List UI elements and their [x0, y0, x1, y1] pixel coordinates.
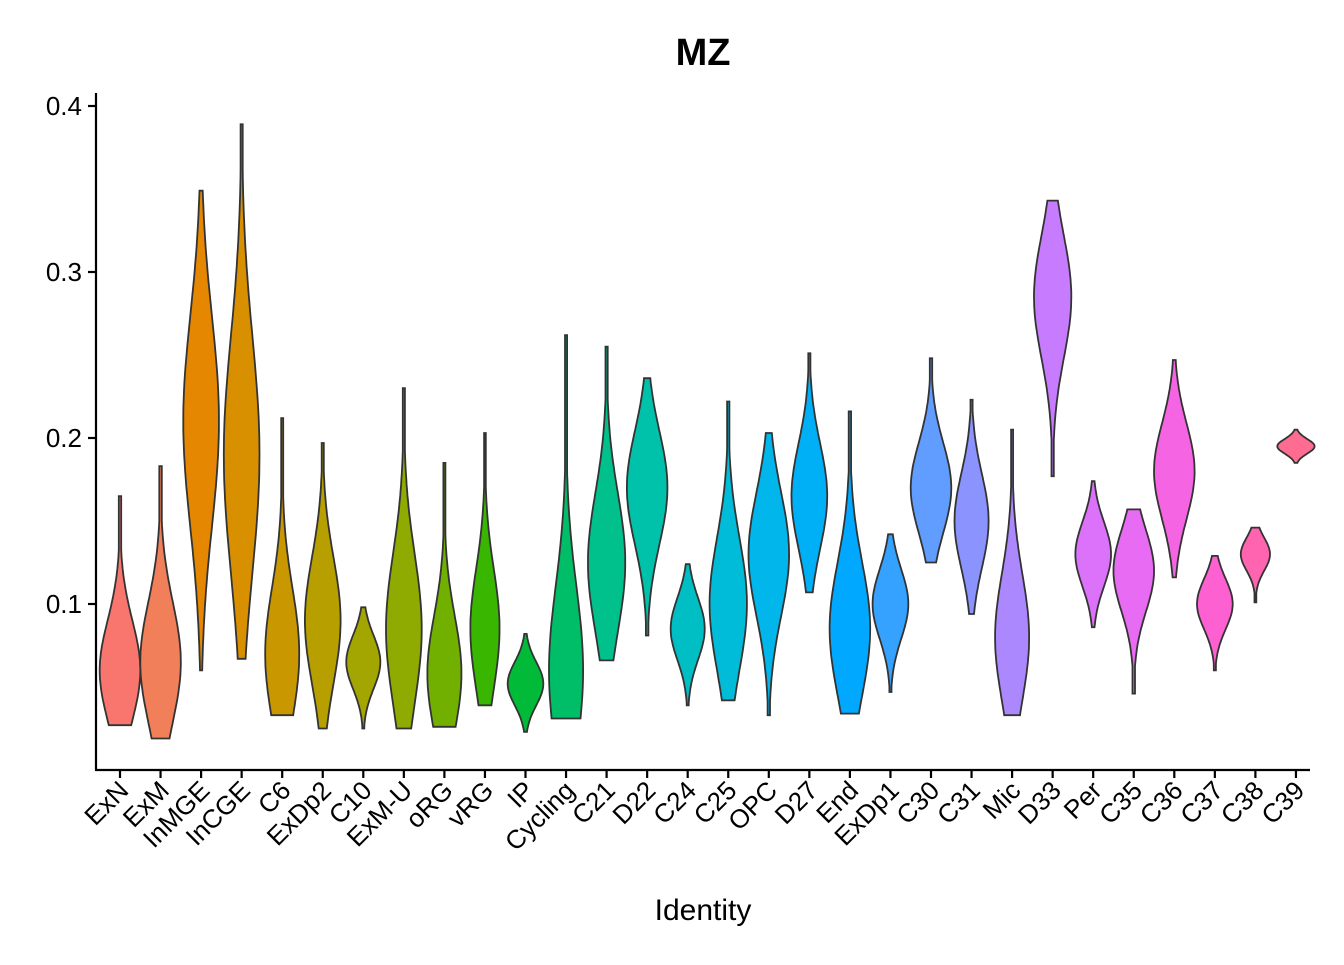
chart-title: MZ: [676, 32, 731, 74]
violin-per: [1074, 480, 1112, 629]
y-tick-label: 0.1: [46, 589, 82, 619]
violin-d22: [626, 377, 669, 637]
y-tick-label: 0.2: [46, 423, 82, 453]
violin-exdp1: [871, 533, 910, 693]
violin-c30: [909, 357, 953, 564]
violin-inmge: [182, 189, 220, 672]
x-tick-label: Per: [1058, 775, 1108, 825]
violin-d27: [790, 352, 829, 594]
y-tick-label: 0.4: [46, 91, 82, 121]
violin-d33: [1033, 199, 1073, 478]
violin-c10: [345, 606, 382, 730]
y-tick-label: 0.3: [46, 257, 82, 287]
violin-c36: [1153, 359, 1196, 579]
violin-c24: [669, 563, 706, 707]
violin-end: [828, 410, 872, 715]
violin-exm: [139, 465, 182, 740]
x-tick-label: C39: [1255, 775, 1310, 830]
x-axis-title: Identity: [655, 894, 752, 927]
violin-c35: [1112, 508, 1155, 695]
violin-mic: [994, 428, 1030, 717]
violin-opc: [747, 432, 791, 717]
violin-c25: [708, 400, 748, 702]
violin-vrg: [469, 432, 501, 707]
violin-c6: [264, 417, 301, 717]
violin-exdp2: [304, 442, 342, 730]
plot-area: [98, 123, 1316, 740]
y-axis-ticks: 0.1 0.2 0.3 0.4: [46, 91, 96, 619]
x-tick-label: Mic: [977, 775, 1027, 825]
violin-c37: [1196, 555, 1234, 672]
violin-c21: [587, 345, 627, 662]
violin-org: [426, 462, 463, 728]
violin-exn: [98, 495, 142, 727]
violin-ip: [506, 633, 545, 733]
violin-incge: [222, 123, 261, 660]
violin-c31: [953, 398, 990, 615]
x-tick-label: vRG: [441, 775, 499, 833]
violin-cycling: [548, 334, 584, 720]
violin-c39: [1276, 428, 1316, 464]
violin-c38: [1239, 526, 1271, 604]
violin-exm-u: [385, 387, 423, 730]
